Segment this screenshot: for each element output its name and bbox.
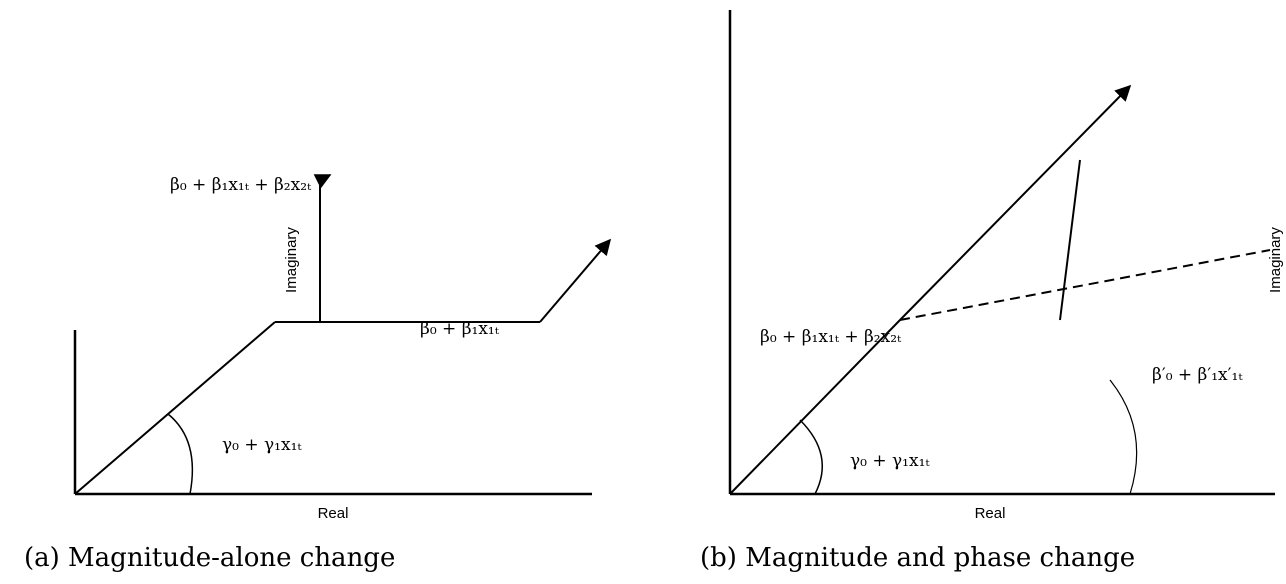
x-axis-label: Real — [975, 505, 1006, 522]
y-axis-label: Imaginary — [283, 227, 300, 293]
vector-label: β′₀ + β′₁x′₁ₜ — [1152, 365, 1243, 385]
x-axis-label: Real — [318, 505, 349, 522]
vector-label: β₀ + β₁x₁ₜ + β₂x₂ₜ — [760, 327, 902, 347]
angle-arc — [168, 414, 192, 494]
vector-label: γ₀ + γ₁x₁ₜ — [850, 451, 930, 471]
vector — [1060, 160, 1080, 320]
figure: Real Imaginary β₀ + β₁x₁ₜ + β₂x₂ₜ β₀ + β… — [0, 0, 1286, 584]
vector — [320, 175, 330, 180]
vector-label: β₀ + β₁x₁ₜ — [420, 319, 500, 339]
y-axis-label: Imaginary — [1267, 227, 1284, 293]
caption: (b) Magnitude and phase change — [700, 543, 1135, 573]
panel-b: Real Imaginary β₀ + β₁x₁ₜ + β₂x₂ₜ β′₀ + … — [700, 10, 1284, 573]
angle-arc — [800, 420, 822, 494]
vector-label: γ₀ + γ₁x₁ₜ — [222, 435, 302, 455]
vector — [900, 86, 1130, 320]
vector — [900, 250, 1270, 320]
vector-label: β₀ + β₁x₁ₜ + β₂x₂ₜ — [170, 175, 312, 195]
vector — [75, 322, 275, 494]
panel-a: Real Imaginary β₀ + β₁x₁ₜ + β₂x₂ₜ β₀ + β… — [24, 175, 610, 573]
vector — [540, 240, 610, 322]
angle-arc — [1110, 380, 1137, 494]
caption: (a) Magnitude-alone change — [24, 543, 395, 573]
